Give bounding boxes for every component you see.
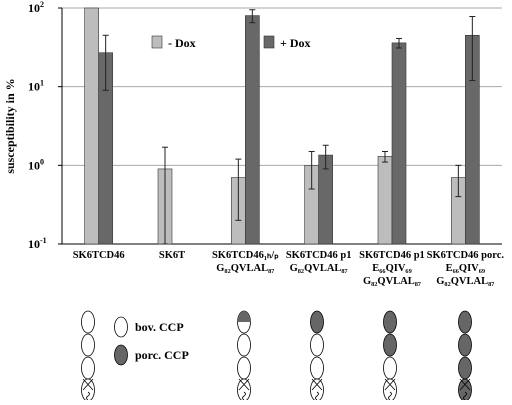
x-tick-label: SK6TCD46 p1 [286,250,352,261]
x-tick-label: SK6TCD46 p1 [359,250,425,261]
bar [245,15,260,245]
x-tick-label: E₆₆QIV₆₉ [446,263,485,274]
bar [377,156,393,245]
error-bar [162,146,168,245]
tick-base: 10 [28,80,40,94]
ccp-domain [310,310,324,334]
stalk [384,378,396,401]
bar [84,7,99,245]
ccp-domain [310,333,324,357]
ccp-domain [458,310,472,334]
ccp-domain [383,356,397,380]
error-bar [455,164,462,198]
x-tick-label: SK6TCD46 [73,250,125,261]
error-bar [469,15,476,81]
ccp-domain [383,310,397,334]
error-bar [308,150,315,190]
ccp-domain [458,333,472,357]
ccp-domain [237,356,251,380]
legend-swatch [263,35,275,49]
x-tick-label: SK6TCD46₁ₕ/ₚ [212,250,279,261]
tick-exponent: 0 [40,157,44,166]
tick-exponent: 2 [40,0,44,9]
tick-exponent: -1 [40,236,47,245]
ccp-domain [458,356,472,380]
stalk [459,378,471,401]
stalk [82,378,94,401]
diagram: bov. CCP porc. CCP [81,310,472,402]
y-tick-label: 10-1 [28,236,47,251]
ccp-domain [81,310,95,334]
y-tick-label: 101 [28,79,44,94]
legend-label: + Dox [280,36,311,50]
error-bar [102,34,109,91]
x-tick-label: G₈₂QVLAL₈₇ [290,263,348,274]
legend-porc [114,344,128,366]
ccp-half [237,311,251,322]
tick-base: 10 [28,158,40,172]
x-tick-label: G₈₂QVLAL₈₇ [363,276,421,287]
error-bar [249,9,256,24]
error-bar [322,144,329,170]
x-tick-label: G₈₂QVLAL₈₇ [216,263,274,274]
error-bar [235,158,242,221]
ccp-domain [310,356,324,380]
legend-label: - Dox [168,36,196,50]
bar [391,42,407,245]
error-bar [396,37,402,49]
y-axis-label: susceptibility in % [3,78,17,173]
ccp-domain [237,333,251,357]
legend-swatch [151,35,163,49]
stalk [311,378,323,401]
x-tick-label: SK6T [159,250,185,261]
legend-label: bov. CCP [135,320,184,334]
legend-bov [114,316,128,338]
legend-label: porc. CCP [135,348,189,362]
x-tick-label: E₆₆QIV₆₉ [372,263,411,274]
stalk [238,378,250,401]
tick-base: 10 [28,1,40,15]
ccp-domain [81,356,95,380]
x-tick-label: G₈₂QVLAL₈₇ [436,276,494,287]
ccp-domain [383,333,397,357]
y-tick-label: 100 [28,157,44,172]
tick-base: 10 [28,237,40,251]
error-bar [382,150,388,163]
x-tick-label: SK6TCD46 porc. [427,250,505,261]
tick-exponent: 1 [40,79,44,88]
ccp-domain [81,333,95,357]
y-tick-label: 102 [28,0,44,15]
